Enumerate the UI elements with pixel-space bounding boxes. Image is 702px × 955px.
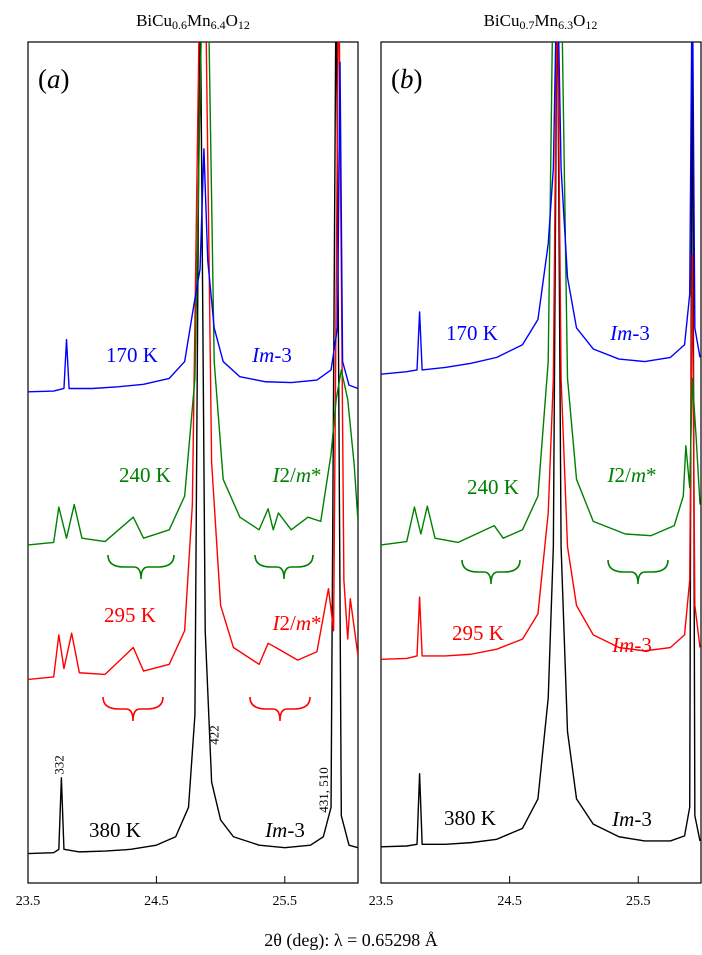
plot-area	[381, 42, 701, 848]
text-part: -3	[632, 321, 650, 345]
spectrum-line	[28, 42, 358, 546]
spectrum-line	[381, 42, 701, 848]
x-axis-label: 2θ (deg): λ = 0.65298 Å	[264, 930, 437, 951]
text-part: -3	[634, 633, 652, 657]
panel-title: BiCu0.6Mn6.4O12	[136, 11, 250, 32]
text-part: 0.6	[172, 18, 187, 32]
series-label: 380 K	[89, 818, 141, 842]
brace	[102, 696, 164, 722]
text-part: I	[606, 463, 615, 487]
panel-title: BiCu0.7Mn6.3O12	[484, 11, 598, 32]
text-part: Im	[611, 807, 634, 831]
spectrum-line	[381, 42, 701, 546]
peak-label: 431, 510	[316, 767, 331, 813]
text-part: 12	[585, 18, 597, 32]
x-tick-label: 25.5	[626, 894, 651, 909]
series-label: 170 K	[446, 321, 498, 345]
text-part: (	[391, 64, 400, 94]
text-part: Mn	[535, 11, 559, 30]
text-part: 6.4	[211, 18, 226, 32]
x-tick-label: 24.5	[497, 894, 522, 909]
text-part: O	[226, 11, 238, 30]
text-part: *	[646, 463, 657, 487]
panel-frame	[27, 41, 359, 884]
text-part: 2/	[614, 463, 631, 487]
phase-label: I2/m*	[271, 611, 321, 635]
text-part: )	[61, 64, 70, 94]
spectrum-line	[28, 61, 358, 393]
phase-label: Im-3	[609, 321, 650, 345]
text-part: m	[296, 611, 311, 635]
text-part: Im	[611, 633, 634, 657]
phase-label: I2/m*	[606, 463, 656, 487]
text-part: 2/	[279, 611, 296, 635]
text-part: O	[573, 11, 585, 30]
text-part: m	[631, 463, 646, 487]
peak-label: 422	[207, 725, 222, 745]
text-part: 12	[238, 18, 250, 32]
text-part: Mn	[187, 11, 211, 30]
series-label: 295 K	[104, 603, 156, 627]
series-label: 295 K	[452, 621, 504, 645]
text-part: -3	[634, 807, 652, 831]
text-part: Im	[264, 818, 287, 842]
phase-label: Im-3	[611, 633, 652, 657]
text-part: m	[296, 463, 311, 487]
brace	[607, 559, 669, 585]
text-part: 2/	[279, 463, 296, 487]
phase-label: Im-3	[264, 818, 305, 842]
text-part: Im	[251, 343, 274, 367]
text-part: -3	[287, 818, 305, 842]
panel-frame	[380, 41, 702, 884]
text-part: I	[271, 463, 280, 487]
x-tick-label: 25.5	[273, 894, 298, 909]
phase-label: Im-3	[611, 807, 652, 831]
text-part: BiCu	[484, 11, 520, 30]
text-part: *	[311, 463, 322, 487]
brace	[107, 554, 175, 580]
x-tick-label: 24.5	[144, 894, 169, 909]
brace	[254, 554, 314, 580]
text-part: Im	[609, 321, 632, 345]
x-tick-label: 23.5	[16, 894, 41, 909]
text-part: BiCu	[136, 11, 172, 30]
plot-area	[28, 42, 358, 855]
text-part: -3	[274, 343, 292, 367]
text-part: I	[271, 611, 280, 635]
text-part: 0.7	[520, 18, 535, 32]
x-tick-label: 23.5	[369, 894, 394, 909]
panel-label: (b)	[391, 64, 423, 94]
panel-label: (a)	[38, 64, 70, 94]
spectrum-line	[381, 42, 701, 375]
series-label: 240 K	[119, 463, 171, 487]
text-part: 6.3	[558, 18, 573, 32]
text-part: *	[311, 611, 322, 635]
series-label: 380 K	[444, 806, 496, 830]
spectrum-line	[381, 42, 701, 660]
text-part: )	[414, 64, 423, 94]
text-part: (	[38, 64, 47, 94]
brace	[249, 696, 311, 722]
series-label: 170 K	[106, 343, 158, 367]
spectrum-line	[28, 42, 358, 855]
phase-label: Im-3	[251, 343, 292, 367]
peak-label: 332	[51, 755, 66, 775]
spectrum-line	[28, 42, 358, 681]
brace	[461, 559, 521, 585]
text-part: a	[47, 64, 61, 94]
phase-label: I2/m*	[271, 463, 321, 487]
text-part: b	[400, 64, 414, 94]
series-label: 240 K	[467, 475, 519, 499]
